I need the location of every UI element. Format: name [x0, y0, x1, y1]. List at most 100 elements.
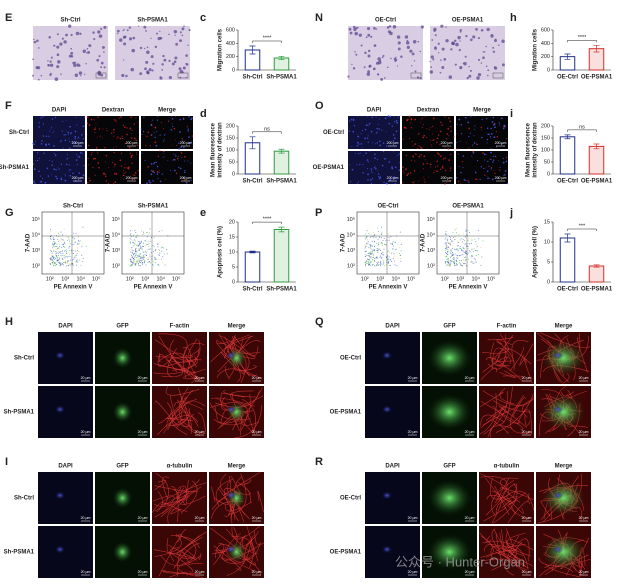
y-tick-label: 10²: [347, 264, 355, 270]
event: [62, 258, 64, 260]
event: [75, 233, 77, 235]
event: [464, 252, 466, 254]
event: [448, 242, 450, 244]
cell-dot: [160, 121, 163, 124]
fiber: [180, 400, 206, 420]
cell-dot: [348, 130, 351, 132]
row-label: Sh-PSMA1: [4, 550, 35, 556]
cell-dot: [398, 153, 400, 155]
event: [465, 251, 467, 253]
event: [377, 227, 379, 229]
event: [370, 254, 372, 256]
event: [461, 241, 463, 243]
cell-dot: [174, 34, 176, 36]
event: [50, 259, 52, 261]
event: [383, 265, 385, 267]
fiber: [494, 485, 510, 515]
event: [478, 238, 480, 240]
event: [379, 262, 381, 264]
event: [59, 251, 61, 253]
cell-dot: [360, 133, 362, 135]
event: [370, 251, 372, 253]
event: [129, 241, 131, 243]
fiber: [246, 526, 259, 562]
micrograph: [95, 332, 150, 384]
fiber: [231, 536, 254, 569]
cell-dot: [175, 139, 177, 141]
event: [62, 264, 64, 266]
cell-dot: [434, 170, 436, 172]
cell-dot: [42, 123, 44, 125]
cell-dot: [456, 133, 458, 135]
cell-dot: [374, 153, 376, 156]
event: [377, 251, 379, 253]
cell-dot: [402, 166, 404, 168]
fiber: [495, 364, 510, 368]
fiber: [169, 339, 189, 373]
cell-dot: [185, 181, 188, 184]
cell-dot: [156, 173, 159, 175]
event: [63, 256, 65, 258]
event: [473, 262, 475, 264]
event: [154, 257, 156, 259]
event: [395, 249, 397, 251]
event: [134, 256, 136, 258]
event: [373, 233, 375, 235]
micrograph: [38, 386, 93, 438]
event: [62, 239, 64, 241]
cell-dot: [358, 143, 360, 145]
event: [59, 245, 61, 247]
error-bar: [564, 134, 571, 140]
micrograph: [209, 386, 264, 438]
cell-dot: [114, 181, 117, 184]
cell-dot: [490, 166, 493, 169]
y-tick-label: 10⁴: [112, 232, 121, 239]
fiber: [209, 336, 237, 363]
cell-dot: [82, 138, 85, 140]
fiber: [257, 490, 264, 513]
cell-dot: [351, 168, 354, 171]
event: [391, 252, 393, 254]
event: [452, 254, 454, 256]
micrograph: [365, 386, 420, 438]
event: [55, 257, 57, 259]
cell-dot: [74, 177, 76, 179]
event: [444, 252, 446, 254]
fiber: [165, 386, 200, 396]
event: [390, 259, 392, 261]
event: [157, 248, 159, 250]
cell-dot: [368, 122, 371, 125]
event: [55, 264, 57, 266]
event: [447, 251, 449, 253]
cell-dot: [118, 117, 120, 119]
cell-dot: [405, 154, 408, 157]
event: [446, 252, 448, 254]
event: [376, 256, 378, 258]
cell-dot: [376, 127, 378, 130]
event: [68, 238, 70, 240]
cell-dot: [56, 177, 58, 180]
micrograph: [152, 526, 207, 578]
cell-dot: [39, 175, 41, 177]
cell-dot: [114, 119, 116, 121]
cell-dot: [145, 144, 147, 147]
event: [467, 261, 469, 263]
bar: [588, 265, 605, 283]
y-tick-label: 20: [229, 219, 235, 225]
y-axis-label: Mean fluorescence: [211, 122, 217, 177]
x-tick-label: Sh-PSMA1: [266, 287, 297, 293]
event: [471, 260, 473, 262]
cell-dot: [167, 120, 170, 122]
cell-dot: [349, 181, 352, 183]
cell-dot: [439, 71, 442, 74]
event: [149, 228, 151, 230]
cell-dot: [60, 178, 63, 181]
event: [458, 262, 460, 264]
event: [445, 264, 447, 266]
cell-dot: [424, 181, 426, 183]
cell-dot: [187, 160, 189, 162]
event: [52, 250, 54, 252]
gfp: [541, 479, 586, 517]
cell-dot: [112, 162, 114, 164]
event: [393, 253, 395, 255]
